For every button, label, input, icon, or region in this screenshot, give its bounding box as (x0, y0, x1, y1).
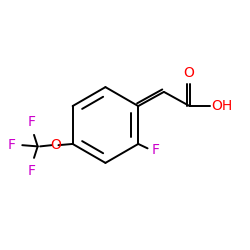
Text: O: O (183, 66, 194, 80)
Text: O: O (50, 138, 62, 152)
Text: F: F (28, 114, 36, 128)
Text: OH: OH (212, 99, 233, 113)
Text: F: F (28, 164, 36, 178)
Text: F: F (8, 138, 16, 152)
Text: F: F (152, 143, 160, 157)
